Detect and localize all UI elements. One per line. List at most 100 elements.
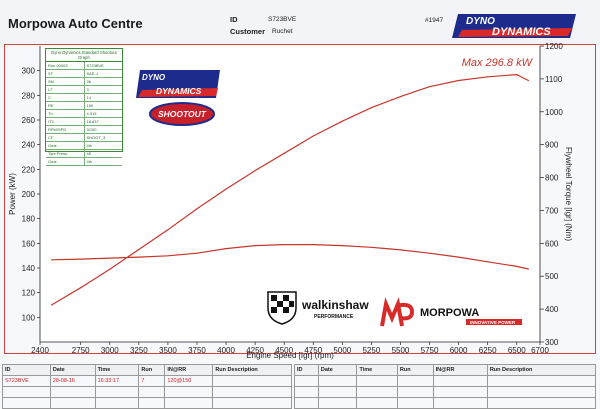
info-row: SM 36	[46, 78, 122, 86]
table-cell	[138, 386, 166, 398]
power-point	[51, 304, 53, 306]
y-right-ticks: 300 400 500 600 700 800 900 1000 1100 1200	[540, 42, 563, 347]
info-row: ST SAE-J	[46, 70, 122, 78]
table-row[interactable]	[294, 397, 597, 409]
table-cell	[94, 397, 140, 409]
y-right-tick-label: 700	[545, 206, 559, 215]
y-right-axis-label: Flywheel Torque [Igr] (Nm)	[564, 147, 573, 241]
y-left-axis-label: Power (kW)	[8, 173, 17, 215]
power-point	[341, 120, 343, 122]
table-cell	[49, 397, 96, 409]
table-cell	[486, 375, 597, 387]
info-row: RE 150	[46, 102, 122, 110]
x-tick-label: 6000	[450, 346, 468, 355]
x-tick-label: 5000	[333, 346, 351, 355]
x-ticks: 2400 2750 3000 3250 3500 3750 4000 4250 4500 4750…	[31, 342, 549, 355]
torque-point	[138, 256, 140, 258]
y-right-tick-label: 800	[545, 174, 559, 183]
info-key: RE	[46, 102, 85, 109]
power-curve-line	[51, 73, 529, 306]
torque-point	[312, 244, 314, 246]
table-cell	[294, 397, 319, 409]
table-row[interactable]: S723BVE 28-08-16 16:33:17 7 120@150	[2, 375, 292, 387]
info-key: CF	[46, 134, 85, 141]
table-row[interactable]	[2, 397, 292, 409]
info-key: Tyre Press.	[46, 150, 85, 157]
mid-dyno-text: DYNO	[142, 73, 166, 82]
torque-point	[225, 248, 227, 250]
y-right-tick-label: 600	[545, 239, 559, 248]
torque-point	[109, 257, 111, 259]
walkinshaw-text: walkinshaw	[301, 298, 369, 312]
info-key: Th	[46, 110, 85, 117]
y-right-tick-label: 1000	[545, 108, 563, 117]
y-left-tick-label: 220	[22, 165, 36, 174]
series-lines	[51, 73, 530, 306]
morpowa-text: MORPOWA	[420, 307, 479, 319]
x-tick-label: 6700	[531, 346, 549, 355]
table-row[interactable]	[294, 375, 597, 387]
info-value: 36	[86, 79, 91, 84]
torque-point	[254, 245, 256, 247]
x-tick-label: 4500	[275, 346, 293, 355]
info-key: C	[46, 94, 85, 101]
column-header: Run Description	[212, 364, 292, 376]
power-point	[370, 107, 372, 109]
x-tick-label: 6250	[479, 346, 497, 355]
brand-dynamics-text: DYNAMICS	[492, 26, 551, 38]
power-point	[138, 248, 140, 251]
y-right-tick-label: 1200	[545, 42, 563, 51]
table-row[interactable]	[294, 386, 597, 398]
y-left-tick-label: 100	[22, 313, 36, 322]
id-value: S723BVE	[268, 16, 297, 23]
column-header: Date	[49, 364, 96, 376]
table-cell	[317, 375, 358, 387]
info-value: SAE-J	[86, 71, 98, 76]
info-key: ST	[46, 70, 85, 77]
info-value: 4.915	[86, 111, 97, 116]
power-point	[80, 287, 82, 289]
table-cell	[94, 386, 140, 398]
y-left-tick-label: 300	[22, 67, 36, 76]
table-cell	[138, 397, 166, 409]
y-right-tick-label: 400	[545, 305, 559, 314]
x-tick-label: 3750	[188, 346, 206, 355]
y-right-tick-label: 300	[545, 338, 559, 347]
column-header: Run	[138, 364, 166, 376]
customer-label: Customer	[230, 27, 266, 36]
y-left-tick-label: 180	[22, 215, 36, 224]
column-header: Time	[356, 364, 398, 376]
info-row: LT 3	[46, 86, 122, 94]
power-point	[312, 135, 314, 137]
table-cell	[49, 386, 96, 398]
y-left-tick-label: 200	[22, 190, 36, 199]
id-label: ID	[230, 15, 238, 24]
y-left-tick-label: 160	[22, 239, 36, 248]
y-left-tick-label: 140	[22, 264, 36, 273]
x-tick-label: 4750	[304, 346, 322, 355]
x-tick-label: 5250	[362, 346, 380, 355]
column-header: IN@RR	[432, 364, 488, 376]
power-point	[225, 188, 227, 190]
info-row: RPM/SPD 3/100	[46, 126, 122, 134]
torque-point	[341, 245, 343, 247]
y-left-tick-label: 120	[22, 289, 36, 298]
chart-frame	[4, 44, 596, 354]
table-cell	[432, 397, 488, 409]
info-value: 45	[86, 151, 91, 156]
x-tick-label: 3500	[159, 346, 177, 355]
run-info-box: Dyno Dynamics Standard Shootout Graph Ru…	[45, 48, 123, 166]
table-row[interactable]	[2, 386, 292, 398]
column-header: Run	[396, 364, 434, 376]
info-key: Gear	[46, 158, 85, 165]
column-header: Run Description	[486, 364, 597, 376]
x-tick-label: 3250	[130, 346, 148, 355]
table-cell	[396, 375, 434, 387]
info-key: RPM/SPD	[46, 126, 85, 133]
x-tick-label: 2750	[72, 346, 90, 355]
torque-point	[516, 265, 518, 267]
company-name: Morpowa Auto Centre	[8, 16, 143, 31]
info-key: Gear	[46, 142, 85, 149]
torque-point	[80, 258, 82, 260]
customer-value: Ruchet	[272, 28, 293, 35]
